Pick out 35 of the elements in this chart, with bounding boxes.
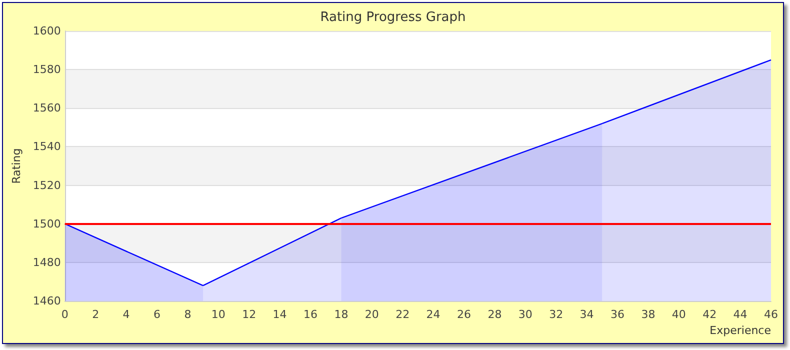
x-tick-label: 32 <box>549 308 564 321</box>
x-tick-label: 16 <box>303 308 318 321</box>
x-tick-label: 40 <box>672 308 686 321</box>
x-tick-label: 36 <box>610 308 624 321</box>
y-tick-label: 1500 <box>32 217 61 230</box>
y-tick-label: 1580 <box>32 63 61 76</box>
x-tick-label: 26 <box>456 308 471 321</box>
x-tick-label: 0 <box>61 308 68 321</box>
x-tick-label: 38 <box>641 308 656 321</box>
x-tick-label: 6 <box>153 308 160 321</box>
x-axis-title: Experience <box>710 324 772 337</box>
x-tick-label: 42 <box>702 308 717 321</box>
x-tick-label: 46 <box>764 308 778 321</box>
x-tick-label: 14 <box>272 308 287 321</box>
x-tick-label: 30 <box>518 308 532 321</box>
x-tick-label: 18 <box>334 308 348 321</box>
y-tick-label: 1540 <box>32 140 61 154</box>
chart-title: Rating Progress Graph <box>320 10 466 25</box>
x-tick-label: 28 <box>488 308 502 321</box>
x-tick-label: 44 <box>733 308 748 321</box>
x-tick-label: 2 <box>92 308 100 321</box>
x-tick-label: 20 <box>364 308 379 321</box>
x-tick-label: 4 <box>122 308 130 321</box>
y-tick-label: 1560 <box>32 102 61 115</box>
x-tick-label: 34 <box>580 308 594 321</box>
y-tick-label: 1520 <box>32 178 61 192</box>
y-tick-label: 1600 <box>32 24 61 38</box>
y-tick-label: 1460 <box>32 294 61 308</box>
x-tick-label: 10 <box>211 308 226 321</box>
x-tick-label: 8 <box>184 308 192 321</box>
y-tick-label: 1480 <box>32 256 61 269</box>
x-tick-label: 22 <box>396 308 410 321</box>
x-tick-label: 24 <box>426 308 440 321</box>
x-tick-label: 12 <box>242 308 256 321</box>
y-axis-title: Rating <box>10 148 23 184</box>
